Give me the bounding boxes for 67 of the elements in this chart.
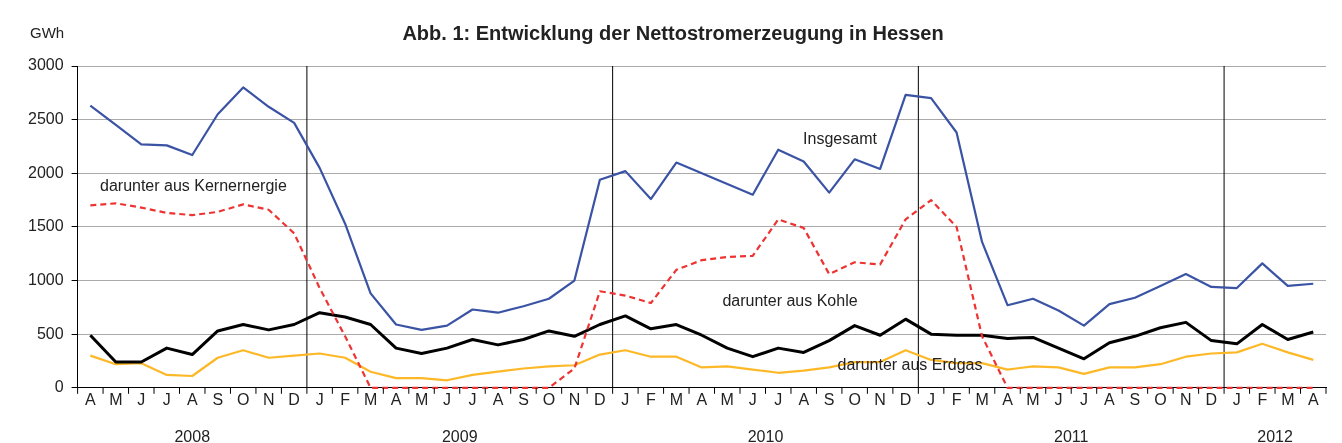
y-tick-label: 2500 (28, 110, 64, 128)
x-tick-label: D (288, 390, 300, 408)
x-tick-label: D (594, 390, 606, 408)
text: 2010 (747, 428, 784, 443)
y-tick-label: 1500 (28, 217, 64, 235)
x-tick-label: O (236, 390, 250, 408)
x-tick-label: J (443, 390, 452, 408)
x-tick-label: M (975, 390, 989, 408)
series-label: darunter aus Kohle (722, 292, 858, 310)
x-tick-label: F (1257, 390, 1268, 408)
x-tick-label: A (798, 390, 810, 408)
x-tick-label: J (1232, 390, 1241, 408)
y-tick-label: 2000 (28, 163, 64, 181)
x-tick-label: J (315, 390, 324, 408)
x-tick-label: F (951, 390, 962, 408)
x-tick-label: N (568, 390, 581, 408)
x-tick-label: J (468, 390, 477, 408)
x-tick-label: S (518, 390, 529, 408)
x-tick-label: A (1104, 390, 1116, 408)
x-tick-label: J (927, 390, 936, 408)
x-tick-label: S (1129, 390, 1141, 408)
x-tick-label: A (696, 390, 708, 408)
x-tick-label: J (774, 390, 783, 408)
x-tick-label: J (162, 390, 171, 408)
y-tick-label: 0 (54, 378, 64, 396)
x-tick-label: F (645, 390, 656, 408)
x-tick-label: S (212, 390, 224, 408)
x-tick-label: M (414, 390, 429, 408)
x-tick-label: O (542, 390, 556, 408)
series-label: Insgesamt (803, 130, 878, 148)
x-tick-label: A (390, 390, 402, 408)
x-tick-label: O (848, 390, 861, 408)
x-tick-label: A (1307, 390, 1319, 408)
x-tick-label: M (1281, 390, 1295, 408)
x-tick-label: J (748, 390, 757, 408)
x-tick-label: M (720, 390, 734, 408)
x-tick-label: N (1180, 390, 1192, 408)
x-tick-label: M (1026, 390, 1040, 408)
text: 2008 (174, 428, 211, 443)
y-axis-title: GWh (30, 24, 65, 42)
series-label: darunter aus Kernernergie (100, 177, 287, 195)
y-tick-label: 3000 (28, 56, 64, 74)
x-tick-label: J (1079, 390, 1088, 408)
x-tick-label: A (492, 390, 504, 408)
y-tick-label: 500 (36, 324, 64, 342)
x-tick-label: N (874, 390, 886, 408)
x-tick-label: J (137, 390, 146, 408)
x-tick-label: N (262, 390, 275, 408)
x-tick-label: A (85, 390, 96, 408)
chart-title: Abb. 1: Entwicklung der Nettostromerzeugung in Hessen (402, 21, 944, 44)
x-tick-label: D (1205, 390, 1218, 408)
x-tick-label: F (340, 390, 351, 408)
x-tick-label: J (621, 390, 630, 408)
x-tick-label: A (1002, 390, 1014, 408)
text: 2009 (441, 428, 478, 443)
x-tick-label: D (899, 390, 912, 408)
x-tick-label: M (363, 390, 378, 408)
text: 2012 (1257, 428, 1293, 443)
text: 2011 (1054, 428, 1089, 443)
x-tick-label: M (109, 390, 123, 408)
x-tick-label: J (1054, 390, 1063, 408)
x-tick-label: O (1154, 390, 1167, 408)
line-series (89, 198, 1315, 389)
x-tick-label: A (186, 390, 198, 408)
x-tick-label: S (823, 390, 835, 408)
y-tick-label: 1000 (28, 270, 64, 288)
x-tick-label: M (669, 390, 683, 408)
